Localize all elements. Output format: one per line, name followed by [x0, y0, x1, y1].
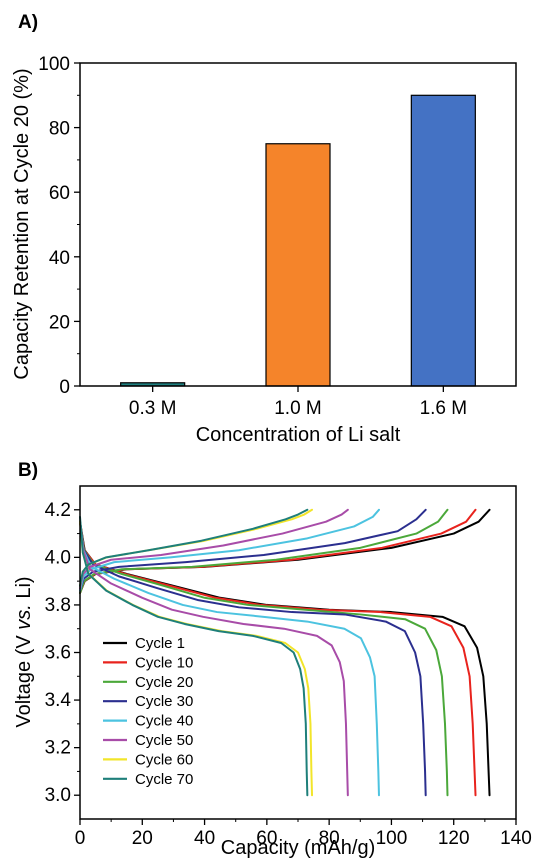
ylabel-part-close: ) [13, 576, 35, 583]
panel-b: B) 0 20 40 60 80 100 120 140 3.0 3.2 3.4 3.6 3.8 4.0 4… [13, 460, 532, 859]
legend-label-cycle-70: Cycle 70 [135, 771, 193, 788]
y-tick-label: 0 [59, 377, 70, 398]
legend: Cycle 1 Cycle 10 Cycle 20 Cycle 30 Cycle 40 C… [103, 635, 193, 788]
y-tick-label: 3.8 [45, 595, 71, 616]
panel-a-label: A) [18, 12, 38, 33]
x-tick-label: 40 [194, 828, 215, 849]
bar-1-0-m [265, 143, 331, 387]
panel-a-ylabel: Capacity Retention at Cycle 20 (%) [11, 68, 33, 379]
y-tick-label: 4.0 [45, 547, 71, 568]
ylabel-part-li: Li [13, 583, 35, 604]
panel-b-lines [79, 508, 491, 797]
cycle-50-discharge-line [79, 520, 349, 797]
ylabel-part-v: V [13, 630, 35, 649]
panel-b-ylabel: Voltage (V vs. Li) [13, 576, 35, 727]
y-tick-label: 60 [49, 183, 70, 204]
x-tick-label: 0.3 M [129, 398, 177, 419]
y-tick-label: 100 [38, 54, 70, 75]
x-tick-label: 80 [319, 828, 340, 849]
panel-b-label: B) [18, 460, 38, 481]
ylabel-part-voltage: Voltage ( [13, 648, 35, 727]
legend-label-cycle-40: Cycle 40 [135, 713, 193, 730]
legend-label-cycle-10: Cycle 10 [135, 654, 193, 671]
y-tick-label: 3.4 [45, 690, 72, 711]
legend-label-cycle-50: Cycle 50 [135, 732, 193, 749]
panel-a-bars [120, 94, 476, 387]
legend-label-cycle-30: Cycle 30 [135, 693, 193, 710]
panel-a-axes: 0.3 M 1.0 M 1.6 M 0 20 40 60 80 100 [38, 54, 467, 419]
legend-label-cycle-20: Cycle 20 [135, 674, 193, 691]
cycle-70-charge-line [79, 508, 309, 587]
x-tick-label: 20 [132, 828, 153, 849]
legend-label-cycle-60: Cycle 60 [135, 751, 193, 768]
y-tick-label: 3.0 [45, 785, 71, 806]
cycle-70-discharge-line [79, 515, 309, 797]
y-tick-label: 80 [49, 119, 70, 140]
y-tick-label: 40 [49, 248, 70, 269]
panel-a: A) 0.3 M 1.0 M 1.6 M 0 20 40 60 80 100 Capacity … [11, 12, 517, 446]
panel-b-axes: 0 20 40 60 80 100 120 140 3.0 3.2 3.4 3.6 3.8 4.0 4.2 [45, 500, 532, 849]
x-tick-label: 0 [75, 828, 86, 849]
panel-a-xlabel: Concentration of Li salt [196, 424, 401, 446]
x-tick-label: 60 [256, 828, 277, 849]
x-tick-label: 1.0 M [274, 398, 322, 419]
y-tick-label: 3.2 [45, 738, 71, 759]
bar-1-6-m [410, 94, 476, 387]
cycle-40-discharge-line [79, 520, 380, 797]
ylabel-part-vs: vs. [13, 604, 35, 630]
cycle-20-charge-line [79, 508, 449, 595]
x-tick-label: 140 [500, 828, 532, 849]
x-tick-label: 100 [376, 828, 408, 849]
y-tick-label: 4.2 [45, 500, 71, 521]
x-tick-label: 1.6 M [420, 398, 468, 419]
y-tick-label: 3.6 [45, 643, 71, 664]
panel-b-xlabel: Capacity (mAh/g) [221, 837, 376, 859]
y-tick-label: 20 [49, 312, 70, 333]
cycle-30-discharge-line [79, 520, 427, 797]
legend-label-cycle-1: Cycle 1 [135, 635, 185, 652]
x-tick-label: 120 [438, 828, 470, 849]
